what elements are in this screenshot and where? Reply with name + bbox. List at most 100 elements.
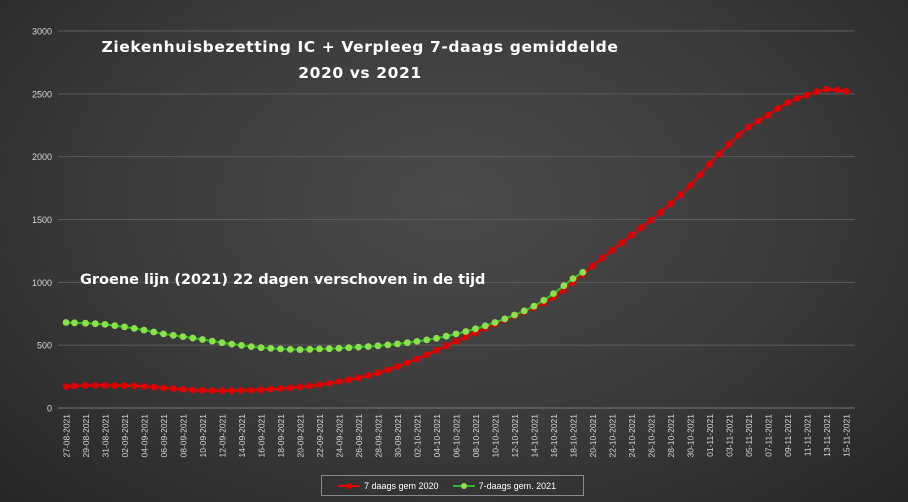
data-point bbox=[696, 171, 704, 179]
data-point bbox=[160, 384, 167, 392]
data-point bbox=[628, 231, 635, 239]
data-point bbox=[657, 208, 665, 216]
y-tick-label: 500 bbox=[37, 341, 52, 351]
data-point bbox=[130, 382, 138, 390]
data-point bbox=[433, 346, 440, 354]
data-point bbox=[257, 386, 265, 394]
x-tick-label: 24-10-2021 bbox=[627, 414, 637, 458]
legend-swatch-2021 bbox=[452, 481, 475, 491]
data-point bbox=[793, 95, 801, 102]
legend-label-2021: 7-daags gem. 2021 bbox=[478, 480, 557, 491]
data-point bbox=[218, 387, 226, 395]
data-point bbox=[403, 359, 411, 367]
data-point bbox=[306, 345, 314, 353]
data-point bbox=[560, 282, 568, 290]
data-point bbox=[676, 191, 684, 199]
x-tick-label: 02-09-2021 bbox=[120, 414, 130, 458]
data-point bbox=[784, 99, 791, 106]
y-tick-label: 2500 bbox=[32, 89, 52, 99]
legend-item-2020: 7 daags gem 2020 bbox=[338, 481, 439, 491]
data-point bbox=[277, 345, 284, 353]
x-tick-label: 26-09-2021 bbox=[354, 414, 364, 458]
data-point bbox=[725, 140, 733, 148]
data-point bbox=[579, 268, 587, 276]
data-point bbox=[316, 345, 323, 353]
data-point bbox=[189, 386, 197, 394]
data-point bbox=[111, 382, 119, 389]
data-point bbox=[218, 339, 226, 347]
data-point bbox=[71, 319, 78, 327]
x-tick-label: 26-10-2021 bbox=[647, 414, 657, 458]
x-tick-label: 30-09-2021 bbox=[393, 414, 403, 458]
data-point bbox=[355, 343, 362, 351]
x-tick-label: 22-10-2021 bbox=[608, 414, 618, 458]
data-point bbox=[462, 328, 470, 335]
data-point bbox=[140, 383, 148, 390]
data-point bbox=[228, 387, 236, 394]
x-tick-label: 09-11-2021 bbox=[783, 414, 793, 457]
x-tick-label: 06-10-2021 bbox=[452, 414, 462, 458]
data-point bbox=[520, 307, 528, 315]
data-point bbox=[140, 326, 148, 334]
data-point bbox=[199, 336, 206, 343]
data-point bbox=[179, 333, 187, 340]
x-tick-label: 08-09-2021 bbox=[179, 414, 189, 458]
data-point bbox=[267, 345, 275, 352]
data-point bbox=[540, 296, 548, 304]
x-tick-label: 12-09-2021 bbox=[218, 414, 228, 458]
data-point bbox=[208, 387, 216, 394]
data-point bbox=[491, 319, 499, 326]
data-point bbox=[345, 376, 353, 384]
x-tick-label: 28-09-2021 bbox=[374, 414, 384, 458]
data-point bbox=[247, 386, 255, 394]
data-point bbox=[169, 331, 177, 339]
x-tick-label: 04-09-2021 bbox=[140, 414, 150, 458]
x-tick-label: 28-10-2021 bbox=[666, 414, 676, 458]
data-point bbox=[598, 254, 606, 262]
data-point bbox=[267, 385, 275, 393]
x-tick-label: 14-09-2021 bbox=[237, 414, 247, 458]
x-tick-label: 20-10-2021 bbox=[588, 414, 598, 458]
data-point bbox=[462, 333, 470, 341]
data-point bbox=[481, 322, 489, 330]
data-point bbox=[325, 379, 333, 387]
data-point bbox=[364, 343, 372, 350]
x-tick-label: 30-10-2021 bbox=[686, 414, 696, 458]
data-point bbox=[433, 334, 440, 342]
data-point bbox=[101, 321, 109, 328]
x-tick-label: 08-10-2021 bbox=[471, 414, 481, 458]
x-tick-label: 16-09-2021 bbox=[257, 414, 267, 458]
data-point bbox=[452, 338, 460, 345]
x-tick-label: 13-11-2021 bbox=[822, 414, 832, 457]
legend-swatch-2020 bbox=[338, 481, 360, 491]
data-point bbox=[306, 382, 314, 390]
data-point bbox=[150, 328, 158, 336]
data-point bbox=[257, 344, 265, 352]
chart-annotation: Groene lijn (2021) 22 dagen verschoven i… bbox=[80, 272, 486, 288]
x-tick-label: 24-09-2021 bbox=[335, 414, 345, 458]
data-point bbox=[228, 340, 236, 348]
data-point bbox=[316, 381, 323, 389]
x-tick-label: 18-10-2021 bbox=[569, 414, 579, 458]
data-point bbox=[82, 319, 89, 327]
data-point bbox=[530, 302, 538, 310]
x-tick-label: 01-11-2021 bbox=[705, 414, 715, 457]
x-tick-label: 12-10-2021 bbox=[510, 414, 520, 458]
chart-legend: 7 daags gem 2020 7-daags gem. 2021 bbox=[321, 475, 584, 496]
data-point bbox=[423, 351, 431, 359]
data-point bbox=[384, 366, 392, 374]
data-point bbox=[91, 320, 99, 328]
data-point bbox=[423, 336, 431, 344]
data-point bbox=[91, 381, 99, 389]
data-point bbox=[813, 88, 821, 96]
data-point bbox=[238, 342, 245, 349]
chart-subtitle: 2020 vs 2021 bbox=[298, 64, 422, 82]
data-point bbox=[62, 383, 70, 390]
data-point bbox=[160, 330, 167, 338]
data-point bbox=[71, 382, 78, 390]
x-axis: 27-08-2021 29-08-2021 31-08-2021 02-09-2021… bbox=[62, 414, 852, 458]
data-point bbox=[745, 123, 752, 131]
data-point bbox=[345, 344, 353, 352]
data-point bbox=[286, 384, 294, 392]
x-tick-label: 15-11-2021 bbox=[842, 414, 852, 457]
